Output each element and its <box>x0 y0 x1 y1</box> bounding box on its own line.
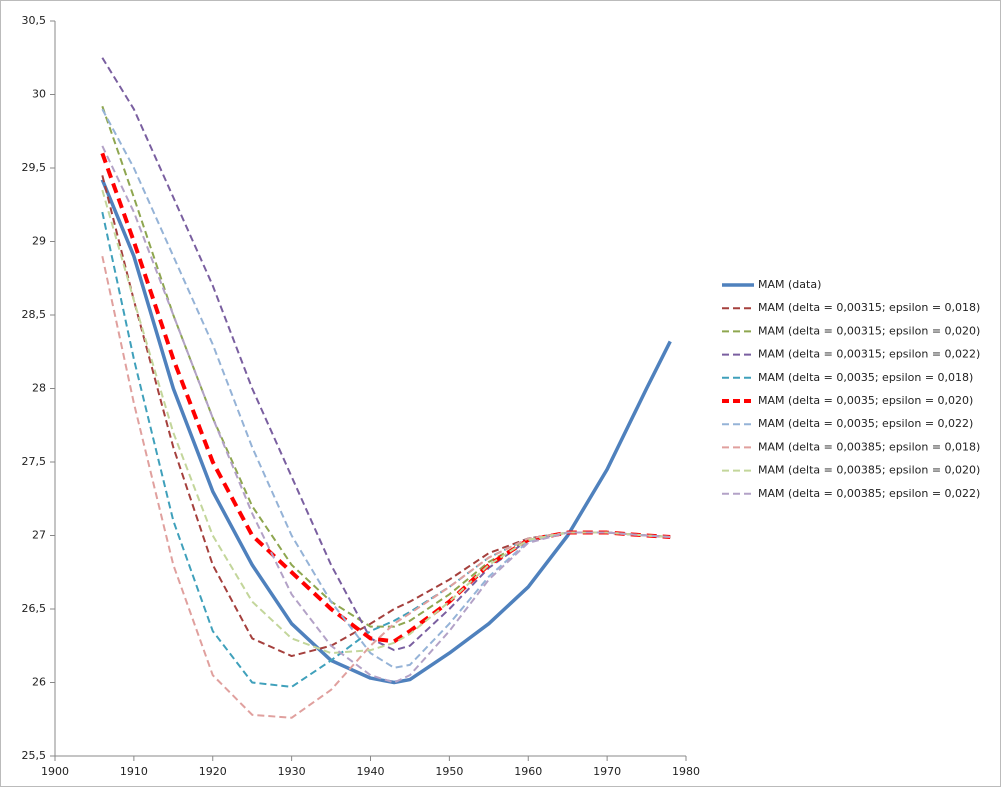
y-tick-label: 25,5 <box>22 749 47 762</box>
y-tick-label: 28,5 <box>22 308 47 321</box>
legend-label: MAM (delta = 0,00385; epsilon = 0,022) <box>758 487 980 500</box>
y-tick-label: 27,5 <box>22 455 47 468</box>
legend-label: MAM (delta = 0,0035; epsilon = 0,020) <box>758 394 973 407</box>
x-tick-label: 1920 <box>199 765 227 778</box>
legend-label: MAM (delta = 0,0035; epsilon = 0,018) <box>758 371 973 384</box>
y-tick-label: 26,5 <box>22 602 47 615</box>
legend-label: MAM (delta = 0,00315; epsilon = 0,018) <box>758 301 980 314</box>
legend-label: MAM (data) <box>758 278 821 291</box>
series-line <box>101 189 671 655</box>
y-tick-label: 30 <box>32 88 46 101</box>
legend-label: MAM (delta = 0,0035; epsilon = 0,022) <box>758 417 973 430</box>
y-tick-label: 27 <box>32 529 46 542</box>
y-tick-label: 26 <box>32 676 46 689</box>
x-tick-label: 1900 <box>41 765 69 778</box>
series-line <box>100 152 671 644</box>
legend-label: MAM (delta = 0,00315; epsilon = 0,020) <box>758 324 980 337</box>
x-tick-label: 1950 <box>435 765 463 778</box>
x-tick-label: 1910 <box>120 765 148 778</box>
legend-label: MAM (delta = 0,00385; epsilon = 0,020) <box>758 464 980 477</box>
y-tick-label: 30,5 <box>22 14 47 27</box>
y-tick-label: 29 <box>32 235 46 248</box>
x-tick-label: 1980 <box>672 765 700 778</box>
y-tick-label: 29,5 <box>22 161 47 174</box>
x-tick-label: 1960 <box>514 765 542 778</box>
y-tick-label: 28 <box>32 382 46 395</box>
legend-label: MAM (delta = 0,00385; epsilon = 0,018) <box>758 440 980 453</box>
legend-label: MAM (delta = 0,00315; epsilon = 0,022) <box>758 348 980 361</box>
x-tick-label: 1940 <box>357 765 385 778</box>
series-line <box>101 145 671 684</box>
x-tick-label: 1930 <box>278 765 306 778</box>
x-tick-label: 1970 <box>593 765 621 778</box>
series-line <box>100 179 672 685</box>
